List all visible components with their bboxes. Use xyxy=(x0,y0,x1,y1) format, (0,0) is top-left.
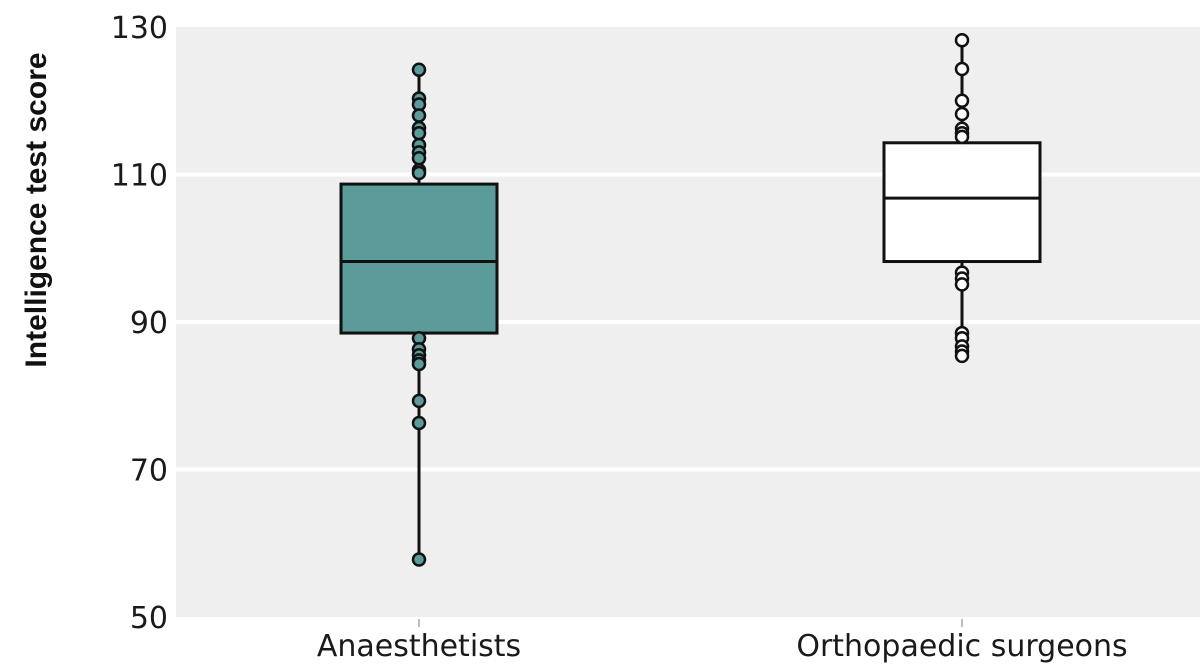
boxes xyxy=(339,33,1042,567)
outlier-point-1-2 xyxy=(954,93,970,108)
y-axis-ticks: 50 70 90 110 130 xyxy=(111,11,168,636)
y-tick-label-70: 70 xyxy=(130,454,168,489)
box-group-1 xyxy=(882,33,1042,364)
outlier-point-1-3 xyxy=(954,106,970,122)
y-tick-label-50: 50 xyxy=(130,601,168,636)
y-tick-label-90: 90 xyxy=(130,306,168,341)
outlier-point-1-0 xyxy=(954,33,970,48)
outlier-point-1-9 xyxy=(954,277,970,292)
box-group-0 xyxy=(339,62,499,567)
outlier-point-1-14 xyxy=(954,348,970,364)
iqr-box-1 xyxy=(882,141,1042,264)
outlier-point-0-0 xyxy=(411,62,427,78)
outlier-point-0-3 xyxy=(411,108,427,123)
outlier-point-1-1 xyxy=(954,61,970,77)
outlier-point-0-17 xyxy=(411,415,427,431)
x-axis-ticks: Anaesthetists Orthopaedic surgeons xyxy=(317,619,1128,664)
outlier-point-0-5 xyxy=(411,125,427,141)
y-tick-label-130: 130 xyxy=(111,11,168,46)
outlier-point-0-18 xyxy=(411,552,427,567)
y-tick-label-110: 110 xyxy=(111,159,168,194)
iqr-box-0 xyxy=(339,182,499,335)
outlier-point-1-6 xyxy=(954,129,970,145)
outlier-point-0-10 xyxy=(411,165,427,181)
outlier-point-0-8 xyxy=(411,151,427,166)
x-category-label-1: Orthopaedic surgeons xyxy=(796,629,1127,664)
x-category-label-0: Anaesthetists xyxy=(317,629,521,664)
outlier-point-0-16 xyxy=(411,393,427,409)
y-axis-label: Intelligence test score xyxy=(20,52,53,367)
outlier-point-0-15 xyxy=(411,356,427,372)
